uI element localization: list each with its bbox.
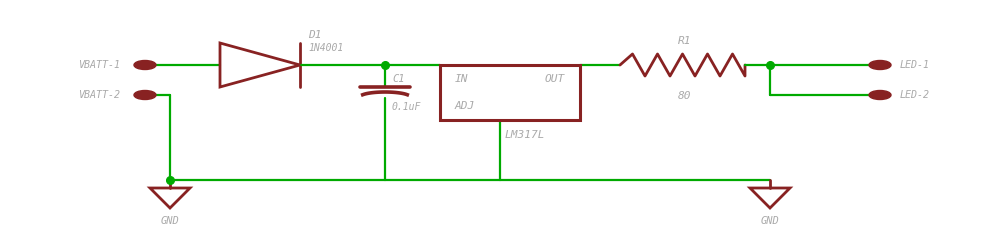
Text: 0.1uF: 0.1uF [392,102,421,112]
Text: C1: C1 [392,74,404,84]
Ellipse shape [134,90,156,100]
Text: GND: GND [161,216,179,226]
Text: IN: IN [455,74,468,84]
Ellipse shape [134,60,156,70]
Text: VBATT-1: VBATT-1 [78,60,120,70]
Text: VBATT-2: VBATT-2 [78,90,120,100]
Text: R1: R1 [678,36,691,46]
Bar [440,65,580,120]
Text: D1: D1 [308,30,322,40]
Text: GND: GND [761,216,779,226]
Text: OUT: OUT [545,74,565,84]
Ellipse shape [869,60,891,70]
Text: 80: 80 [678,91,691,101]
Text: LM317L: LM317L [505,130,545,140]
Ellipse shape [869,90,891,100]
Text: ADJ: ADJ [455,101,475,111]
Text: LED-2: LED-2 [900,90,930,100]
Text: 1N4001: 1N4001 [308,43,343,53]
Text: LED-1: LED-1 [900,60,930,70]
